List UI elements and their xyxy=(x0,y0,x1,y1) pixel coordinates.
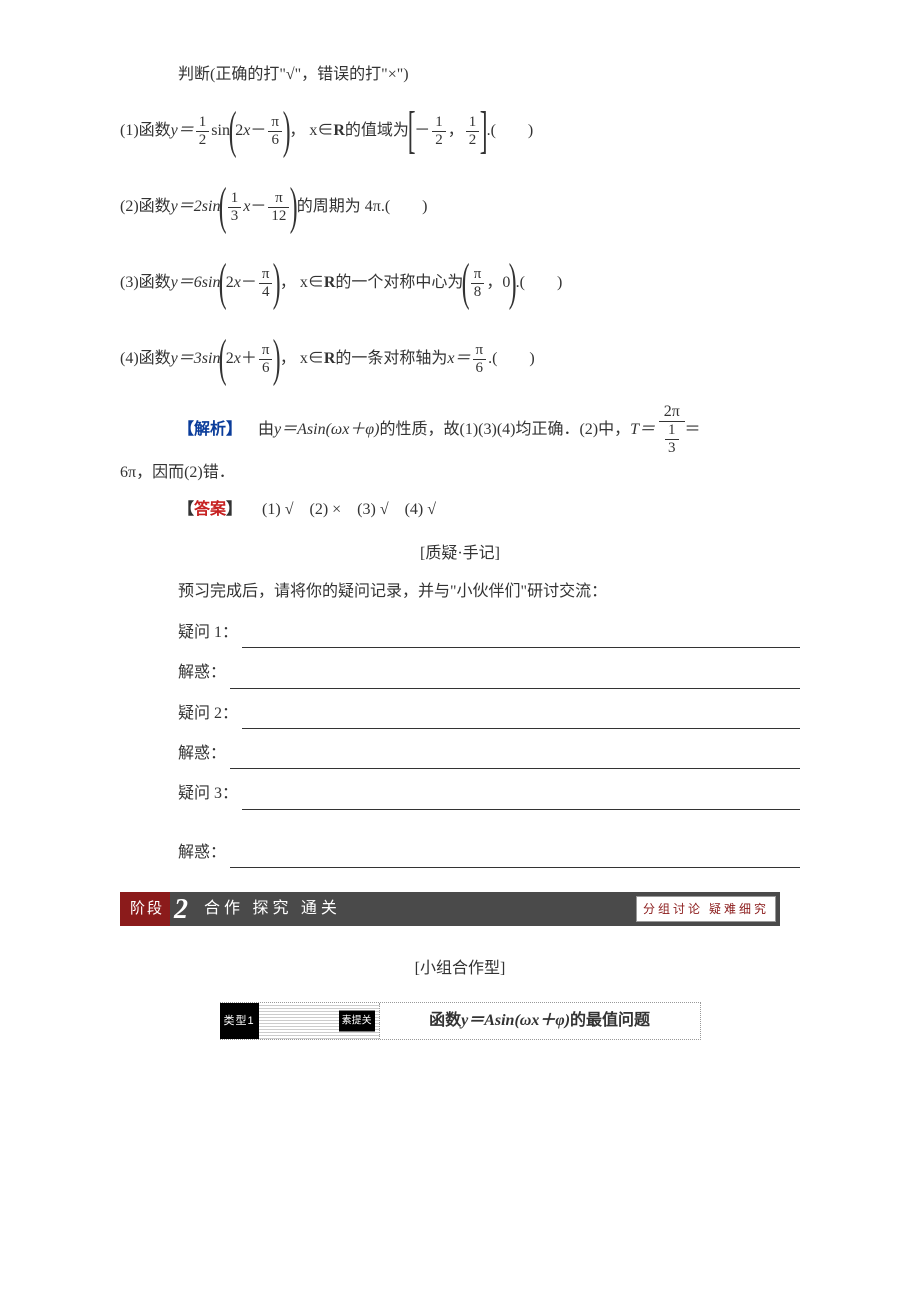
answer-text: (1) √ (2) × (3) √ (4) √ xyxy=(246,501,436,518)
example-title-math: y＝Asin(ωx＋φ) xyxy=(461,1006,570,1036)
fill-a2: 解惑： xyxy=(178,739,800,769)
q1-sin: sin xyxy=(211,116,230,146)
fill-a3: 解惑： xyxy=(178,838,800,868)
stage-left: 阶段 xyxy=(120,892,170,926)
q3-mid2: 的一个对称中心为 xyxy=(335,268,463,298)
q4-pre: (4)函数 xyxy=(120,344,171,374)
fill-q3-label: 疑问 3： xyxy=(178,779,238,809)
fill-q2-line[interactable] xyxy=(242,709,800,729)
question-1: (1)函数 y＝ 1 2 sin ( 2 x － π 6 ) ， x∈ R 的值 xyxy=(120,96,800,166)
example-title-pre: 函数 xyxy=(429,1006,461,1036)
q1-R: R xyxy=(333,116,345,146)
notes-intro: 预习完成后，请将你的疑问记录，并与"小伙伴们"研讨交流： xyxy=(178,577,800,607)
analysis-eq: ＝ xyxy=(685,415,701,445)
stage-title: 合作 探究 通关 xyxy=(204,894,341,924)
q4-xeq: x＝ xyxy=(447,344,470,374)
fill-a3-label: 解惑： xyxy=(178,838,226,868)
q3-center: ( π 8 ，0 ) xyxy=(463,257,515,309)
answer-row: 【答案】 (1) √ (2) × (3) √ (4) √ xyxy=(178,495,800,525)
q2-yeq: y＝2sin xyxy=(171,192,221,222)
q1-mid: ， x∈ xyxy=(289,116,333,146)
q3-tail: .( ) xyxy=(516,268,563,298)
q3-mid: ， x∈ xyxy=(280,268,324,298)
q4-R: R xyxy=(324,344,336,374)
q2-paren: ( 1 3 x － π 12 ) xyxy=(220,181,296,233)
q1-mid2: 的值域为 xyxy=(345,116,409,146)
q4-yeq: y＝3sin xyxy=(171,344,221,374)
q1-tail: .( ) xyxy=(487,116,534,146)
analysis-yA: y＝Asin(ωx＋φ) xyxy=(274,415,379,445)
example-mid-label: 素提关 xyxy=(339,1011,375,1032)
answer-label: 【答案】 xyxy=(178,501,246,518)
analysis-body2: 的性质，故(1)(3)(4)均正确．(2)中， xyxy=(380,415,631,445)
q1-yeq: y＝ xyxy=(171,116,194,146)
q1-coef: 1 2 xyxy=(196,114,210,148)
fill-a2-line[interactable] xyxy=(230,749,800,769)
analysis-Teq: T＝ xyxy=(630,415,655,445)
analysis-body1: 由 xyxy=(242,415,274,445)
fill-a1-line[interactable] xyxy=(230,668,800,688)
q1-pre: (1)函数 xyxy=(120,116,171,146)
fill-q3: 疑问 3： xyxy=(178,779,800,809)
fill-a1-label: 解惑： xyxy=(178,658,226,688)
q1-range: [ － 1 2 ， 1 2 ] xyxy=(409,105,487,157)
stage-right: 分组讨论 疑难细究 xyxy=(636,896,776,923)
q4-tail: .( ) xyxy=(488,344,535,374)
example-box: 类型1 素提关 函数 y＝Asin(ωx＋φ) 的最值问题 xyxy=(220,1002,701,1040)
fill-q3-line[interactable] xyxy=(242,790,800,810)
example-tag: 类型1 xyxy=(220,1003,259,1039)
question-4: (4)函数 y＝3sin ( 2 x ＋ π 6 ) ， x∈ R 的一条对称轴… xyxy=(120,324,800,394)
fill-a3-line[interactable] xyxy=(230,848,800,868)
stage-banner: 阶段 2 合作 探究 通关 分组讨论 疑难细究 xyxy=(120,892,780,926)
fill-a2-label: 解惑： xyxy=(178,739,226,769)
stage-num: 2 xyxy=(170,892,198,926)
group-title: [小组合作型] xyxy=(120,954,800,984)
question-3: (3)函数 y＝6sin ( 2 x － π 4 ) ， x∈ R 的一个对称中… xyxy=(120,248,800,318)
notes-title: [质疑·手记] xyxy=(120,539,800,569)
fill-q2-label: 疑问 2： xyxy=(178,699,238,729)
q3-paren: ( 2 x － π 4 ) xyxy=(220,257,279,309)
fill-a1: 解惑： xyxy=(178,658,800,688)
q3-pre: (3)函数 xyxy=(120,268,171,298)
q3-yeq: y＝6sin xyxy=(171,268,221,298)
fill-q2: 疑问 2： xyxy=(178,699,800,729)
analysis-sixpi: 6π，因而(2)错． xyxy=(120,458,800,488)
intro-text: 判断(正确的打"√"，错误的打"×") xyxy=(178,60,800,90)
question-2: (2)函数 y＝2sin ( 1 3 x － π 12 ) 的周期为 4π.( xyxy=(120,172,800,242)
fill-q1-line[interactable] xyxy=(242,628,800,648)
q1-paren: ( 2 x － π 6 ) xyxy=(230,105,289,157)
q4-paren: ( 2 x ＋ π 6 ) xyxy=(220,333,279,385)
q2-tail: 的周期为 4π.( ) xyxy=(297,192,428,222)
q3-R: R xyxy=(324,268,336,298)
analysis-row: 【解析】 由 y＝Asin(ωx＋φ) 的性质，故(1)(3)(4)均正确．(2… xyxy=(178,404,800,456)
fill-q1-label: 疑问 1： xyxy=(178,618,238,648)
example-title: 函数 y＝Asin(ωx＋φ) 的最值问题 xyxy=(380,1003,700,1039)
analysis-bigfrac: 2π 1 3 xyxy=(659,404,685,456)
q4-mid: ， x∈ xyxy=(280,344,324,374)
q4-mid2: 的一条对称轴为 xyxy=(335,344,447,374)
example-mid: 素提关 xyxy=(259,1003,380,1039)
example-title-post: 的最值问题 xyxy=(570,1006,650,1036)
q4-rhs: π 6 xyxy=(473,342,487,376)
q2-pre: (2)函数 xyxy=(120,192,171,222)
fill-q1: 疑问 1： xyxy=(178,618,800,648)
analysis-label: 【解析】 xyxy=(178,415,242,445)
